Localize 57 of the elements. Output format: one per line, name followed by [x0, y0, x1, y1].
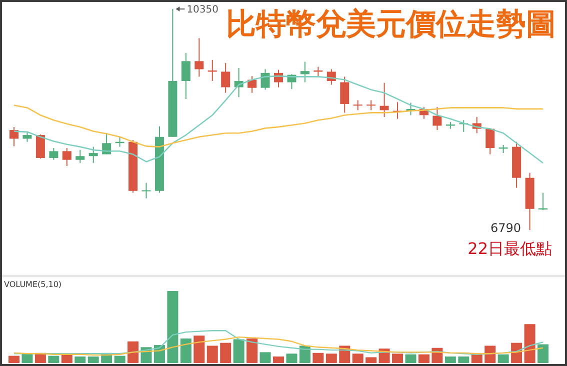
candlestick: [22, 131, 32, 142]
candlestick: [486, 128, 495, 155]
bar: [458, 356, 470, 363]
bar: [498, 354, 509, 363]
bar: [286, 354, 298, 363]
bar: [233, 339, 244, 363]
candlestick: [300, 61, 310, 83]
bar: [22, 354, 33, 363]
candlestick: [366, 100, 376, 111]
candlestick: [353, 100, 362, 111]
bar: [206, 346, 218, 363]
chart-title: 比特幣兌美元價位走勢圖: [226, 7, 556, 42]
candlestick: [49, 148, 58, 160]
candlestick: [380, 82, 389, 118]
bar: [418, 354, 430, 363]
text: 22日最低點: [468, 239, 552, 258]
bar: [8, 356, 20, 363]
candlestick: [10, 126, 18, 147]
candlestick: [88, 146, 98, 164]
candlestick: [142, 182, 151, 199]
candlestick: [102, 132, 112, 155]
bar: [352, 354, 364, 363]
bar: [220, 342, 232, 363]
bar: [128, 341, 139, 363]
candlestick: [194, 38, 204, 78]
candlestick: [62, 148, 72, 167]
candlestick: [76, 149, 85, 164]
bar: [246, 338, 258, 363]
candlestick: [432, 106, 442, 131]
candlestick: [181, 52, 190, 100]
bar: [260, 352, 271, 363]
bar: [405, 354, 416, 363]
bar: [538, 344, 548, 363]
bar: [484, 346, 496, 363]
bar: [366, 357, 377, 363]
bar: [392, 354, 404, 363]
bar: [74, 356, 86, 363]
bar: [114, 356, 126, 363]
bar: [444, 356, 456, 363]
bar: [88, 356, 99, 363]
bar: [471, 354, 482, 363]
candlestick: [340, 76, 350, 114]
bar: [273, 356, 284, 363]
bar: [167, 291, 178, 363]
bar: [180, 338, 192, 363]
candlestick: [260, 68, 270, 90]
candlestick: [221, 62, 230, 94]
bar: [312, 352, 324, 363]
chart-title: VOLUME(5,10): [4, 280, 62, 289]
bar: [326, 354, 337, 363]
candlestick: [248, 76, 257, 94]
annotation: 10350: [186, 4, 219, 16]
candlestick: [36, 134, 45, 160]
bar: [524, 324, 536, 363]
annotation: 6790: [490, 221, 522, 235]
bar: [48, 356, 60, 363]
bar: [194, 336, 205, 363]
